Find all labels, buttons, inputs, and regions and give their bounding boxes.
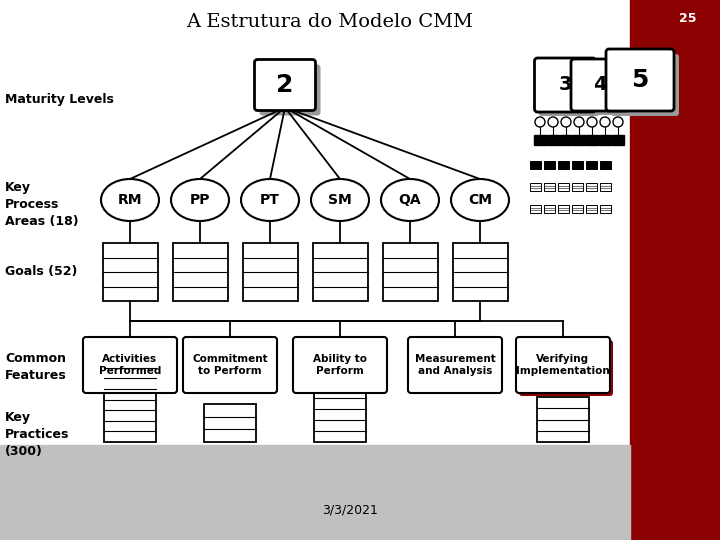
FancyBboxPatch shape (519, 340, 613, 396)
FancyBboxPatch shape (539, 62, 600, 116)
Bar (558, 183, 569, 191)
Text: RM: RM (118, 193, 143, 207)
Ellipse shape (241, 179, 299, 221)
Bar (600, 183, 611, 191)
Text: 2: 2 (276, 73, 294, 97)
Ellipse shape (381, 179, 439, 221)
Bar (544, 161, 555, 169)
Bar (0, 445, 630, 540)
Text: Maturity Levels: Maturity Levels (5, 93, 114, 106)
Text: Verifying
Implementation: Verifying Implementation (516, 354, 610, 376)
Bar (534, 135, 546, 145)
Text: 3/3/2021: 3/3/2021 (322, 503, 378, 516)
Ellipse shape (451, 179, 509, 221)
Bar (572, 161, 583, 169)
Text: Commitment
to Perform: Commitment to Perform (192, 354, 268, 376)
Bar (630, 0, 720, 540)
Bar (572, 183, 583, 191)
FancyBboxPatch shape (571, 59, 629, 111)
FancyBboxPatch shape (516, 337, 610, 393)
Bar (586, 183, 597, 191)
Bar (560, 135, 572, 145)
Circle shape (574, 117, 584, 127)
Text: Ability to
Perform: Ability to Perform (313, 354, 367, 376)
Bar (586, 135, 598, 145)
Text: 4: 4 (593, 76, 607, 94)
Bar (530, 205, 541, 213)
Bar (586, 205, 597, 213)
Bar (544, 183, 555, 191)
Bar (452, 243, 508, 301)
Ellipse shape (101, 179, 159, 221)
Bar (547, 135, 559, 145)
Bar (382, 243, 438, 301)
Bar (312, 243, 367, 301)
Text: Common
Features: Common Features (5, 352, 67, 382)
Circle shape (535, 117, 545, 127)
Bar (102, 243, 158, 301)
Circle shape (600, 117, 610, 127)
FancyBboxPatch shape (254, 59, 315, 111)
Bar (104, 357, 156, 442)
FancyBboxPatch shape (83, 337, 177, 393)
FancyBboxPatch shape (408, 337, 502, 393)
FancyBboxPatch shape (293, 337, 387, 393)
Text: QA: QA (399, 193, 421, 207)
Bar (600, 161, 611, 169)
Bar (314, 387, 366, 442)
Bar (600, 205, 611, 213)
Bar (599, 135, 611, 145)
Bar (558, 205, 569, 213)
Bar (537, 397, 589, 442)
FancyBboxPatch shape (183, 337, 277, 393)
Text: PP: PP (190, 193, 210, 207)
Text: SM: SM (328, 193, 352, 207)
Circle shape (587, 117, 597, 127)
Bar (204, 404, 256, 442)
Text: CM: CM (468, 193, 492, 207)
Text: Activities
Performed: Activities Performed (99, 354, 161, 376)
Ellipse shape (311, 179, 369, 221)
Bar (558, 161, 569, 169)
Text: A Estrutura do Modelo CMM: A Estrutura do Modelo CMM (186, 13, 474, 31)
Bar (530, 161, 541, 169)
Circle shape (613, 117, 623, 127)
FancyBboxPatch shape (575, 63, 633, 115)
FancyBboxPatch shape (534, 58, 595, 112)
Circle shape (561, 117, 571, 127)
Text: 5: 5 (631, 68, 649, 92)
Text: Goals (52): Goals (52) (5, 266, 77, 279)
Bar (572, 205, 583, 213)
FancyBboxPatch shape (611, 54, 679, 116)
Bar (612, 135, 624, 145)
Ellipse shape (171, 179, 229, 221)
Circle shape (548, 117, 558, 127)
FancyBboxPatch shape (259, 64, 320, 116)
Text: PT: PT (260, 193, 280, 207)
Bar (243, 243, 297, 301)
Bar (173, 243, 228, 301)
Bar (586, 161, 597, 169)
Text: Measurement
and Analysis: Measurement and Analysis (415, 354, 495, 376)
Text: Key
Process
Areas (18): Key Process Areas (18) (5, 181, 78, 228)
FancyBboxPatch shape (606, 49, 674, 111)
Text: Key
Practices
(300): Key Practices (300) (5, 411, 69, 458)
Text: 3: 3 (558, 76, 572, 94)
Bar (530, 183, 541, 191)
Bar (544, 205, 555, 213)
Text: 25: 25 (679, 11, 697, 24)
Bar (573, 135, 585, 145)
